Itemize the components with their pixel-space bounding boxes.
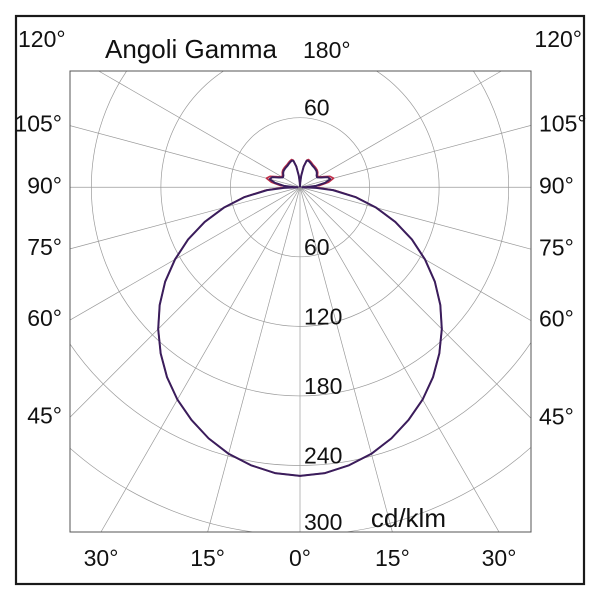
svg-text:75°: 75° [27,234,62,260]
svg-text:90°: 90° [539,172,574,198]
svg-text:30°: 30° [84,545,119,571]
svg-text:105°: 105° [14,111,62,137]
svg-text:60: 60 [304,234,330,260]
svg-text:15°: 15° [190,545,225,571]
svg-text:300: 300 [304,509,342,535]
svg-text:60°: 60° [539,306,574,332]
svg-text:45°: 45° [539,403,574,429]
svg-text:120: 120 [304,303,342,329]
svg-text:60°: 60° [27,305,62,331]
svg-text:75°: 75° [539,234,574,260]
svg-text:30°: 30° [482,545,517,571]
svg-text:105°: 105° [539,110,587,136]
svg-text:Angoli Gamma: Angoli Gamma [105,34,277,64]
svg-text:120°: 120° [18,26,66,52]
svg-text:0°: 0° [289,545,311,571]
svg-text:60: 60 [304,95,330,121]
svg-text:180°: 180° [303,37,351,63]
svg-text:180: 180 [304,373,342,399]
svg-text:cd/klm: cd/klm [371,503,446,533]
svg-text:45°: 45° [27,402,62,428]
svg-text:15°: 15° [375,545,410,571]
svg-text:90°: 90° [27,172,62,198]
svg-text:120°: 120° [534,26,582,52]
svg-text:240: 240 [304,443,342,469]
